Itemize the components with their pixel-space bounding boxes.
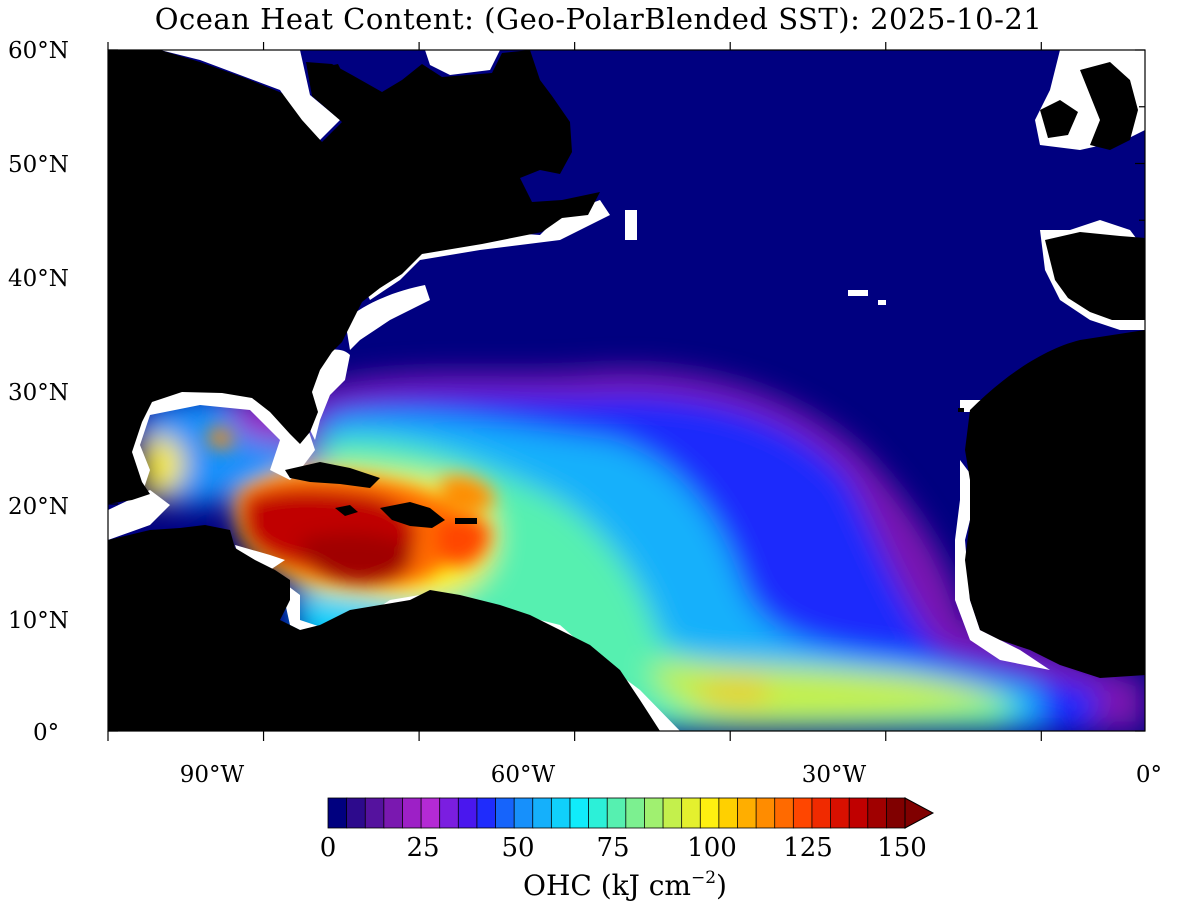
- map-plot-area: [108, 50, 1145, 731]
- colorbar-swatch: [383, 797, 404, 829]
- colorbar-swatch: [718, 797, 739, 829]
- land-masses: [108, 50, 1145, 731]
- colorbar-swatch: [569, 797, 590, 829]
- lat-label-20n: 20°N: [8, 494, 69, 520]
- lat-label-60n: 60°N: [8, 38, 69, 64]
- lat-axis-labels: 60°N 50°N 40°N 30°N 20°N 10°N 0°: [8, 38, 69, 746]
- colorbar-swatch: [885, 797, 906, 829]
- lat-label-10n: 10°N: [8, 608, 69, 634]
- colorbar-swatch: [439, 797, 460, 829]
- lon-label-90w: 90°W: [180, 762, 245, 788]
- lon-axis-labels: 90°W 60°W 30°W 0°: [180, 762, 1162, 788]
- colorbar-swatch: [588, 797, 608, 829]
- colorbar-swatch: [737, 797, 757, 829]
- colorbar-swatch: [550, 797, 571, 829]
- colorbar-swatch: [402, 797, 422, 829]
- colorbar-tick-150: 150: [877, 833, 927, 863]
- lon-label-60w: 60°W: [491, 762, 556, 788]
- colorbar-swatch: [625, 797, 646, 829]
- colorbar-swatch: [532, 797, 553, 829]
- map-title: Ocean Heat Content: (Geo-PolarBlended SS…: [154, 2, 1043, 36]
- colorbar-swatch: [346, 797, 367, 829]
- colorbar-swatch: [476, 797, 497, 829]
- colorbar-swatch: [755, 797, 776, 829]
- colorbar-swatch: [699, 797, 720, 829]
- colorbar-swatch: [811, 797, 832, 829]
- lon-label-0: 0°: [1136, 762, 1162, 788]
- axis-ticks: [107, 42, 1145, 741]
- lat-label-50n: 50°N: [8, 152, 69, 178]
- colorbar-tick-100: 100: [687, 833, 737, 863]
- colorbar-tick-0: 0: [320, 833, 337, 863]
- colorbar-swatch: [848, 797, 869, 829]
- colorbar-extend-arrow: [904, 797, 935, 829]
- colorbar-swatch: [420, 797, 441, 829]
- colorbar-swatch: [774, 797, 795, 829]
- colorbar-tick-75: 75: [596, 833, 629, 863]
- colorbar-label-main: OHC (kJ cm: [523, 869, 691, 902]
- colorbar-tick-25: 25: [406, 833, 439, 863]
- colorbar-swatch: [792, 797, 813, 829]
- colorbar-label: OHC (kJ cm−2): [0, 860, 1197, 904]
- lat-label-30n: 30°N: [8, 380, 69, 406]
- colorbar-label-exponent: −2: [690, 868, 717, 888]
- colorbar-tick-125: 125: [783, 833, 833, 863]
- colorbar-swatch: [867, 797, 888, 829]
- colorbar-swatch: [662, 797, 683, 829]
- lon-label-30w: 30°W: [802, 762, 867, 788]
- lat-label-0: 0°: [33, 720, 59, 746]
- colorbar-swatches: [327, 797, 906, 829]
- colorbar-swatch: [364, 797, 385, 829]
- colorbar-swatch: [644, 797, 664, 829]
- colorbar-swatch: [681, 797, 702, 829]
- colorbar-label-close: ): [716, 869, 727, 902]
- colorbar-swatch: [513, 797, 534, 829]
- colorbar-swatch: [327, 797, 348, 829]
- colorbar-swatch: [830, 797, 850, 829]
- colorbar-tick-labels: 0 25 50 75 100 125 150: [320, 833, 927, 863]
- colorbar: 0 25 50 75 100 125 150: [320, 797, 935, 863]
- colorbar-tick-50: 50: [501, 833, 534, 863]
- colorbar-swatch: [606, 797, 627, 829]
- colorbar-swatch: [457, 797, 478, 829]
- colorbar-swatch: [495, 797, 515, 829]
- lat-label-40n: 40°N: [8, 266, 69, 292]
